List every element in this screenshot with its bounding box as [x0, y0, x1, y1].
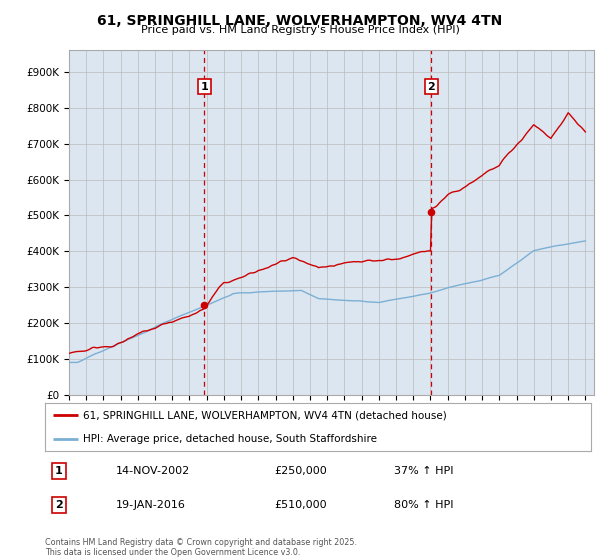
Text: Contains HM Land Registry data © Crown copyright and database right 2025.
This d: Contains HM Land Registry data © Crown c…	[45, 538, 357, 557]
Text: HPI: Average price, detached house, South Staffordshire: HPI: Average price, detached house, Sout…	[83, 434, 377, 444]
Text: 61, SPRINGHILL LANE, WOLVERHAMPTON, WV4 4TN: 61, SPRINGHILL LANE, WOLVERHAMPTON, WV4 …	[97, 14, 503, 28]
Text: 19-JAN-2016: 19-JAN-2016	[116, 500, 186, 510]
Text: 61, SPRINGHILL LANE, WOLVERHAMPTON, WV4 4TN (detached house): 61, SPRINGHILL LANE, WOLVERHAMPTON, WV4 …	[83, 410, 447, 420]
Text: 2: 2	[427, 82, 435, 92]
Text: 1: 1	[200, 82, 208, 92]
Text: 2: 2	[55, 500, 62, 510]
Text: 80% ↑ HPI: 80% ↑ HPI	[394, 500, 454, 510]
Text: £250,000: £250,000	[274, 466, 327, 476]
Text: £510,000: £510,000	[274, 500, 327, 510]
Text: 1: 1	[55, 466, 62, 476]
Text: 14-NOV-2002: 14-NOV-2002	[116, 466, 190, 476]
Text: 37% ↑ HPI: 37% ↑ HPI	[394, 466, 454, 476]
Text: Price paid vs. HM Land Registry's House Price Index (HPI): Price paid vs. HM Land Registry's House …	[140, 25, 460, 35]
